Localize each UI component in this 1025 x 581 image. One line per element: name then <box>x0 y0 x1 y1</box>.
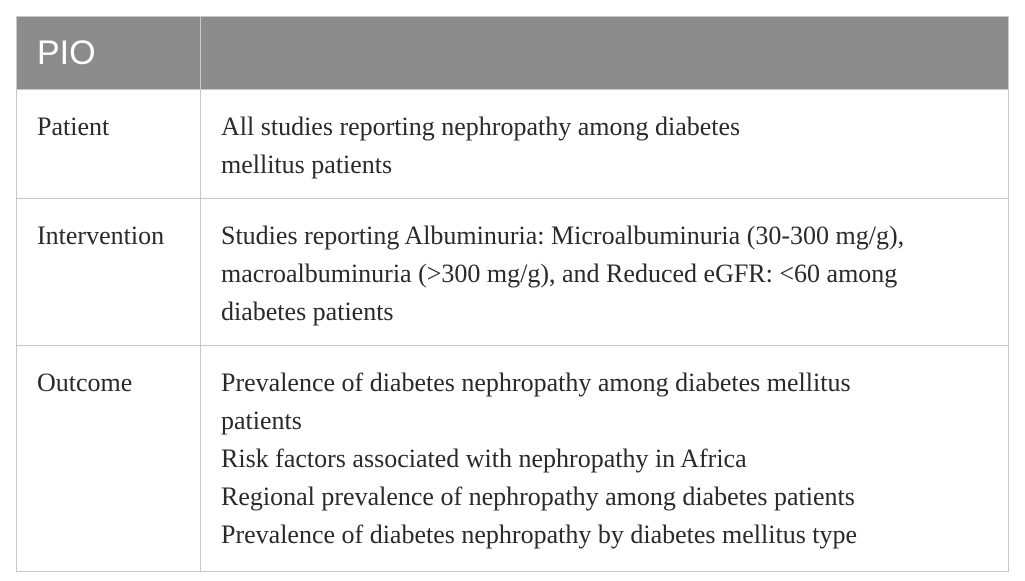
description-line: patients <box>221 406 302 435</box>
row-label-outcome: Outcome <box>16 345 201 572</box>
table-header-row: PIO <box>16 16 1009 90</box>
description-line: Prevalence of diabetes nephropathy among… <box>221 368 851 397</box>
description-line: All studies reporting nephropathy among … <box>221 112 741 141</box>
row-description-outcome: Prevalence of diabetes nephropathy among… <box>200 345 1009 572</box>
description-line: Prevalence of diabetes nephropathy by di… <box>221 520 858 549</box>
header-pio: PIO <box>16 16 201 90</box>
description-line: mellitus patients <box>221 150 393 179</box>
description-line: Studies reporting Albuminuria: Microalbu… <box>221 221 905 250</box>
row-label-patient: Patient <box>16 89 201 199</box>
row-description-intervention: Studies reporting Albuminuria: Microalbu… <box>200 198 1009 346</box>
table-row-intervention: Intervention Studies reporting Albuminur… <box>16 198 1009 346</box>
description-line: macroalbuminuria (>300 mg/g), and Reduce… <box>221 259 898 288</box>
table-row-patient: Patient All studies reporting nephropath… <box>16 89 1009 199</box>
description-line: diabetes patients <box>221 297 394 326</box>
description-line: Risk factors associated with nephropathy… <box>221 444 747 473</box>
pio-table: PIO Patient All studies reporting nephro… <box>16 16 1009 572</box>
row-description-patient: All studies reporting nephropathy among … <box>200 89 1009 199</box>
header-blank <box>200 16 1009 90</box>
table-row-outcome: Outcome Prevalence of diabetes nephropat… <box>16 345 1009 572</box>
description-line: Regional prevalence of nephropathy among… <box>221 482 855 511</box>
row-label-intervention: Intervention <box>16 198 201 346</box>
